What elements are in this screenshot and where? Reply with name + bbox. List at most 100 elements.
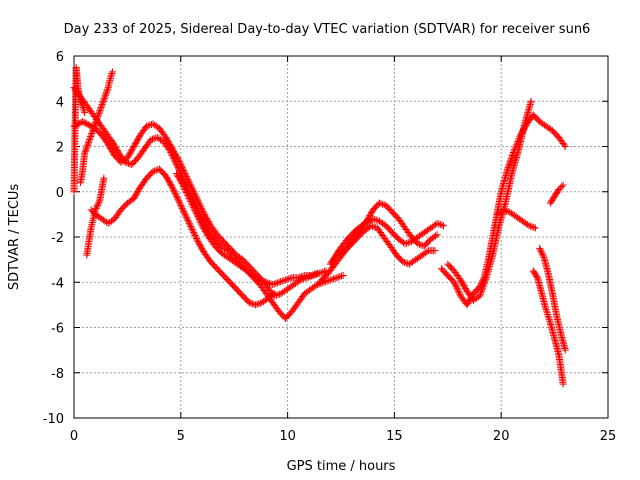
data-point xyxy=(190,205,198,213)
data-point xyxy=(181,210,189,218)
data-point xyxy=(184,192,192,200)
data-point xyxy=(404,239,412,247)
data-point xyxy=(83,120,91,128)
data-point xyxy=(476,292,484,300)
data-point xyxy=(183,190,191,198)
data-point xyxy=(179,206,187,214)
data-point xyxy=(533,272,541,280)
series-track-p xyxy=(76,68,116,187)
data-point xyxy=(283,275,291,283)
data-point xyxy=(435,220,443,228)
data-point xyxy=(126,160,134,168)
series-track-m xyxy=(546,181,567,207)
data-point xyxy=(545,316,553,324)
data-point xyxy=(165,146,173,154)
data-point xyxy=(372,216,380,224)
data-point xyxy=(328,275,336,283)
data-point xyxy=(253,300,261,308)
data-point xyxy=(278,277,286,285)
data-point xyxy=(543,309,551,317)
data-point xyxy=(97,105,105,113)
data-point xyxy=(95,108,103,116)
data-point xyxy=(269,281,277,289)
data-point xyxy=(536,246,544,254)
data-point xyxy=(78,100,86,108)
data-point xyxy=(374,217,382,225)
data-point xyxy=(506,159,514,167)
data-point xyxy=(312,270,320,278)
data-point xyxy=(333,274,341,282)
data-point xyxy=(561,346,569,354)
data-point xyxy=(504,208,512,216)
data-point xyxy=(86,134,94,142)
data-point xyxy=(90,123,98,131)
data-point xyxy=(414,240,422,248)
data-point xyxy=(170,156,178,164)
data-point xyxy=(276,290,284,298)
data-point xyxy=(170,186,178,194)
data-point xyxy=(171,158,179,166)
data-point xyxy=(196,217,204,225)
data-point xyxy=(450,278,458,286)
data-point xyxy=(95,198,103,206)
data-point xyxy=(245,299,253,307)
data-point xyxy=(440,222,448,230)
data-point xyxy=(433,231,441,239)
data-point xyxy=(265,279,273,287)
data-point xyxy=(272,291,280,299)
data-point xyxy=(82,146,90,154)
data-point xyxy=(85,137,93,145)
data-point xyxy=(455,289,463,297)
data-point xyxy=(182,187,190,195)
data-point xyxy=(167,149,175,157)
data-point xyxy=(79,103,87,111)
data-point xyxy=(403,239,411,247)
data-point xyxy=(401,240,409,248)
data-point xyxy=(168,152,176,160)
data-point xyxy=(170,155,178,163)
data-point xyxy=(375,199,383,207)
y-tick-label: -2 xyxy=(51,231,64,246)
data-point xyxy=(77,99,85,107)
data-point xyxy=(527,97,535,105)
data-point xyxy=(175,167,183,175)
data-point xyxy=(93,114,101,122)
data-point xyxy=(174,195,182,203)
data-point xyxy=(98,100,106,108)
data-point xyxy=(325,277,333,285)
data-point xyxy=(93,203,101,211)
data-point xyxy=(103,87,111,95)
data-point xyxy=(559,380,567,388)
data-point xyxy=(197,219,205,227)
data-point xyxy=(259,277,267,285)
data-point xyxy=(433,219,441,227)
data-point xyxy=(79,118,87,126)
data-point xyxy=(294,274,302,282)
data-point xyxy=(104,85,112,93)
data-point xyxy=(297,273,305,281)
data-point xyxy=(404,260,412,268)
data-point xyxy=(452,281,460,289)
data-point xyxy=(189,227,197,235)
data-point xyxy=(147,136,155,144)
data-point xyxy=(503,207,511,215)
data-point xyxy=(544,312,552,320)
data-point xyxy=(182,213,190,221)
y-tick-label: -6 xyxy=(51,322,64,337)
data-point xyxy=(528,223,536,231)
data-point xyxy=(108,70,116,78)
y-tick-label: 4 xyxy=(56,95,64,110)
data-point xyxy=(173,161,181,169)
x-axis-label: GPS time / hours xyxy=(287,459,396,474)
data-point xyxy=(269,291,277,299)
series-track-n xyxy=(70,63,89,196)
series-track-c xyxy=(87,165,279,309)
data-point xyxy=(369,222,377,230)
data-point xyxy=(169,153,177,161)
data-point xyxy=(339,271,347,279)
data-point xyxy=(280,277,288,285)
data-point xyxy=(177,201,185,209)
data-point xyxy=(88,128,96,136)
data-point xyxy=(539,252,547,260)
data-point xyxy=(262,278,270,286)
